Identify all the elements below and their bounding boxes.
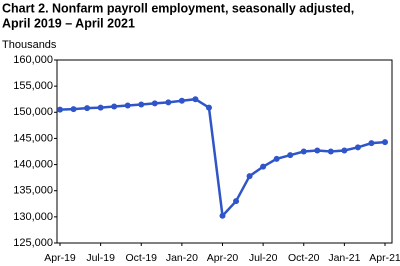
y-tick-label: 130,000: [13, 211, 53, 223]
y-tick-label: 125,000: [13, 237, 53, 249]
y-tick-label: 135,000: [13, 185, 53, 197]
y-tick-label: 145,000: [13, 132, 53, 144]
marker: [287, 152, 294, 159]
x-tick-label: Oct-19: [125, 252, 157, 264]
x-tick-label: Oct-20: [288, 252, 320, 264]
x-tick-label: Jul-19: [86, 252, 115, 264]
marker: [314, 147, 321, 154]
marker: [341, 147, 348, 154]
marker: [246, 173, 253, 180]
marker: [300, 148, 307, 155]
x-tick-label: Jul-20: [249, 252, 278, 264]
marker: [97, 104, 104, 111]
x-tick-label: Apr-21: [369, 252, 400, 264]
y-tick-label: 160,000: [13, 54, 53, 66]
marker: [57, 106, 63, 113]
marker: [219, 212, 226, 219]
marker: [84, 105, 91, 112]
marker: [111, 103, 118, 110]
x-tick-label: Apr-20: [207, 252, 239, 264]
y-axis-label: Thousands: [2, 39, 57, 51]
line: [59, 97, 386, 219]
marker: [151, 100, 158, 107]
marker: [178, 97, 185, 104]
y-tick-label: 155,000: [13, 80, 53, 92]
marker: [70, 106, 77, 113]
y-tick-label: 150,000: [13, 106, 53, 118]
marker: [192, 96, 199, 103]
chart-title: Chart 2. Nonfarm payroll employment, sea…: [2, 1, 354, 15]
plot-frame: [56, 59, 393, 244]
x-tick-label: Apr-19: [44, 252, 76, 264]
x-tick-label: Jan-21: [328, 252, 360, 264]
marker: [138, 101, 145, 108]
marker: [382, 139, 388, 146]
x-tick-label: Jan-20: [166, 252, 198, 264]
chart-title: April 2019 – April 2021: [2, 16, 135, 30]
marker: [354, 144, 361, 151]
marker: [233, 198, 240, 205]
marker: [273, 155, 280, 162]
marker: [205, 104, 212, 111]
marker: [368, 140, 375, 147]
marker: [327, 148, 334, 155]
y-tick-label: 140,000: [13, 158, 53, 170]
marker: [260, 163, 267, 170]
marker: [124, 102, 131, 109]
marker: [165, 99, 172, 106]
